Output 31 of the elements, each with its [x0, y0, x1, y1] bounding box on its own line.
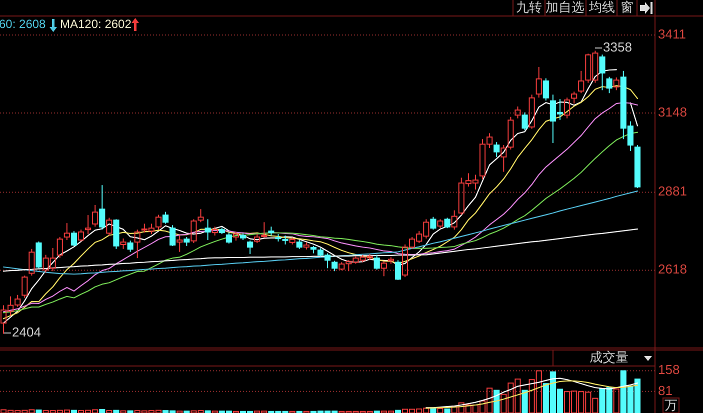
bar: [437, 408, 444, 413]
bar: [106, 410, 112, 413]
bar: [444, 408, 450, 413]
bar: [394, 410, 402, 413]
bar: [70, 410, 77, 413]
bar: [127, 410, 134, 413]
bar: [36, 410, 42, 413]
line-series: [2, 190, 638, 275]
bar: [613, 388, 620, 413]
text: 加自选: [546, 0, 584, 14]
y-tick-label: 3148: [658, 104, 687, 120]
bar: [522, 390, 528, 413]
annotation: 2404: [12, 324, 41, 340]
text: 均线: [588, 0, 615, 14]
bar: [430, 408, 436, 413]
bar: [99, 409, 106, 413]
candlestick: [204, 218, 211, 241]
annotation: MA120: 2602: [60, 17, 132, 32]
text: 九转: [516, 0, 542, 14]
y-tick-label: 158: [658, 362, 680, 378]
y-tick-label: 3411: [658, 26, 686, 42]
chart-title: 成交量: [590, 349, 628, 364]
y-axis-title: 万: [664, 397, 678, 412]
text: 窗: [620, 0, 634, 14]
bar: [120, 410, 126, 413]
y-tick-label: 2881: [658, 184, 687, 199]
bar: [113, 410, 120, 413]
bar: [204, 410, 211, 413]
y-tick-label: 2618: [658, 262, 687, 277]
annotation: 3358: [603, 39, 632, 54]
y-tick-label: 81: [658, 382, 672, 398]
